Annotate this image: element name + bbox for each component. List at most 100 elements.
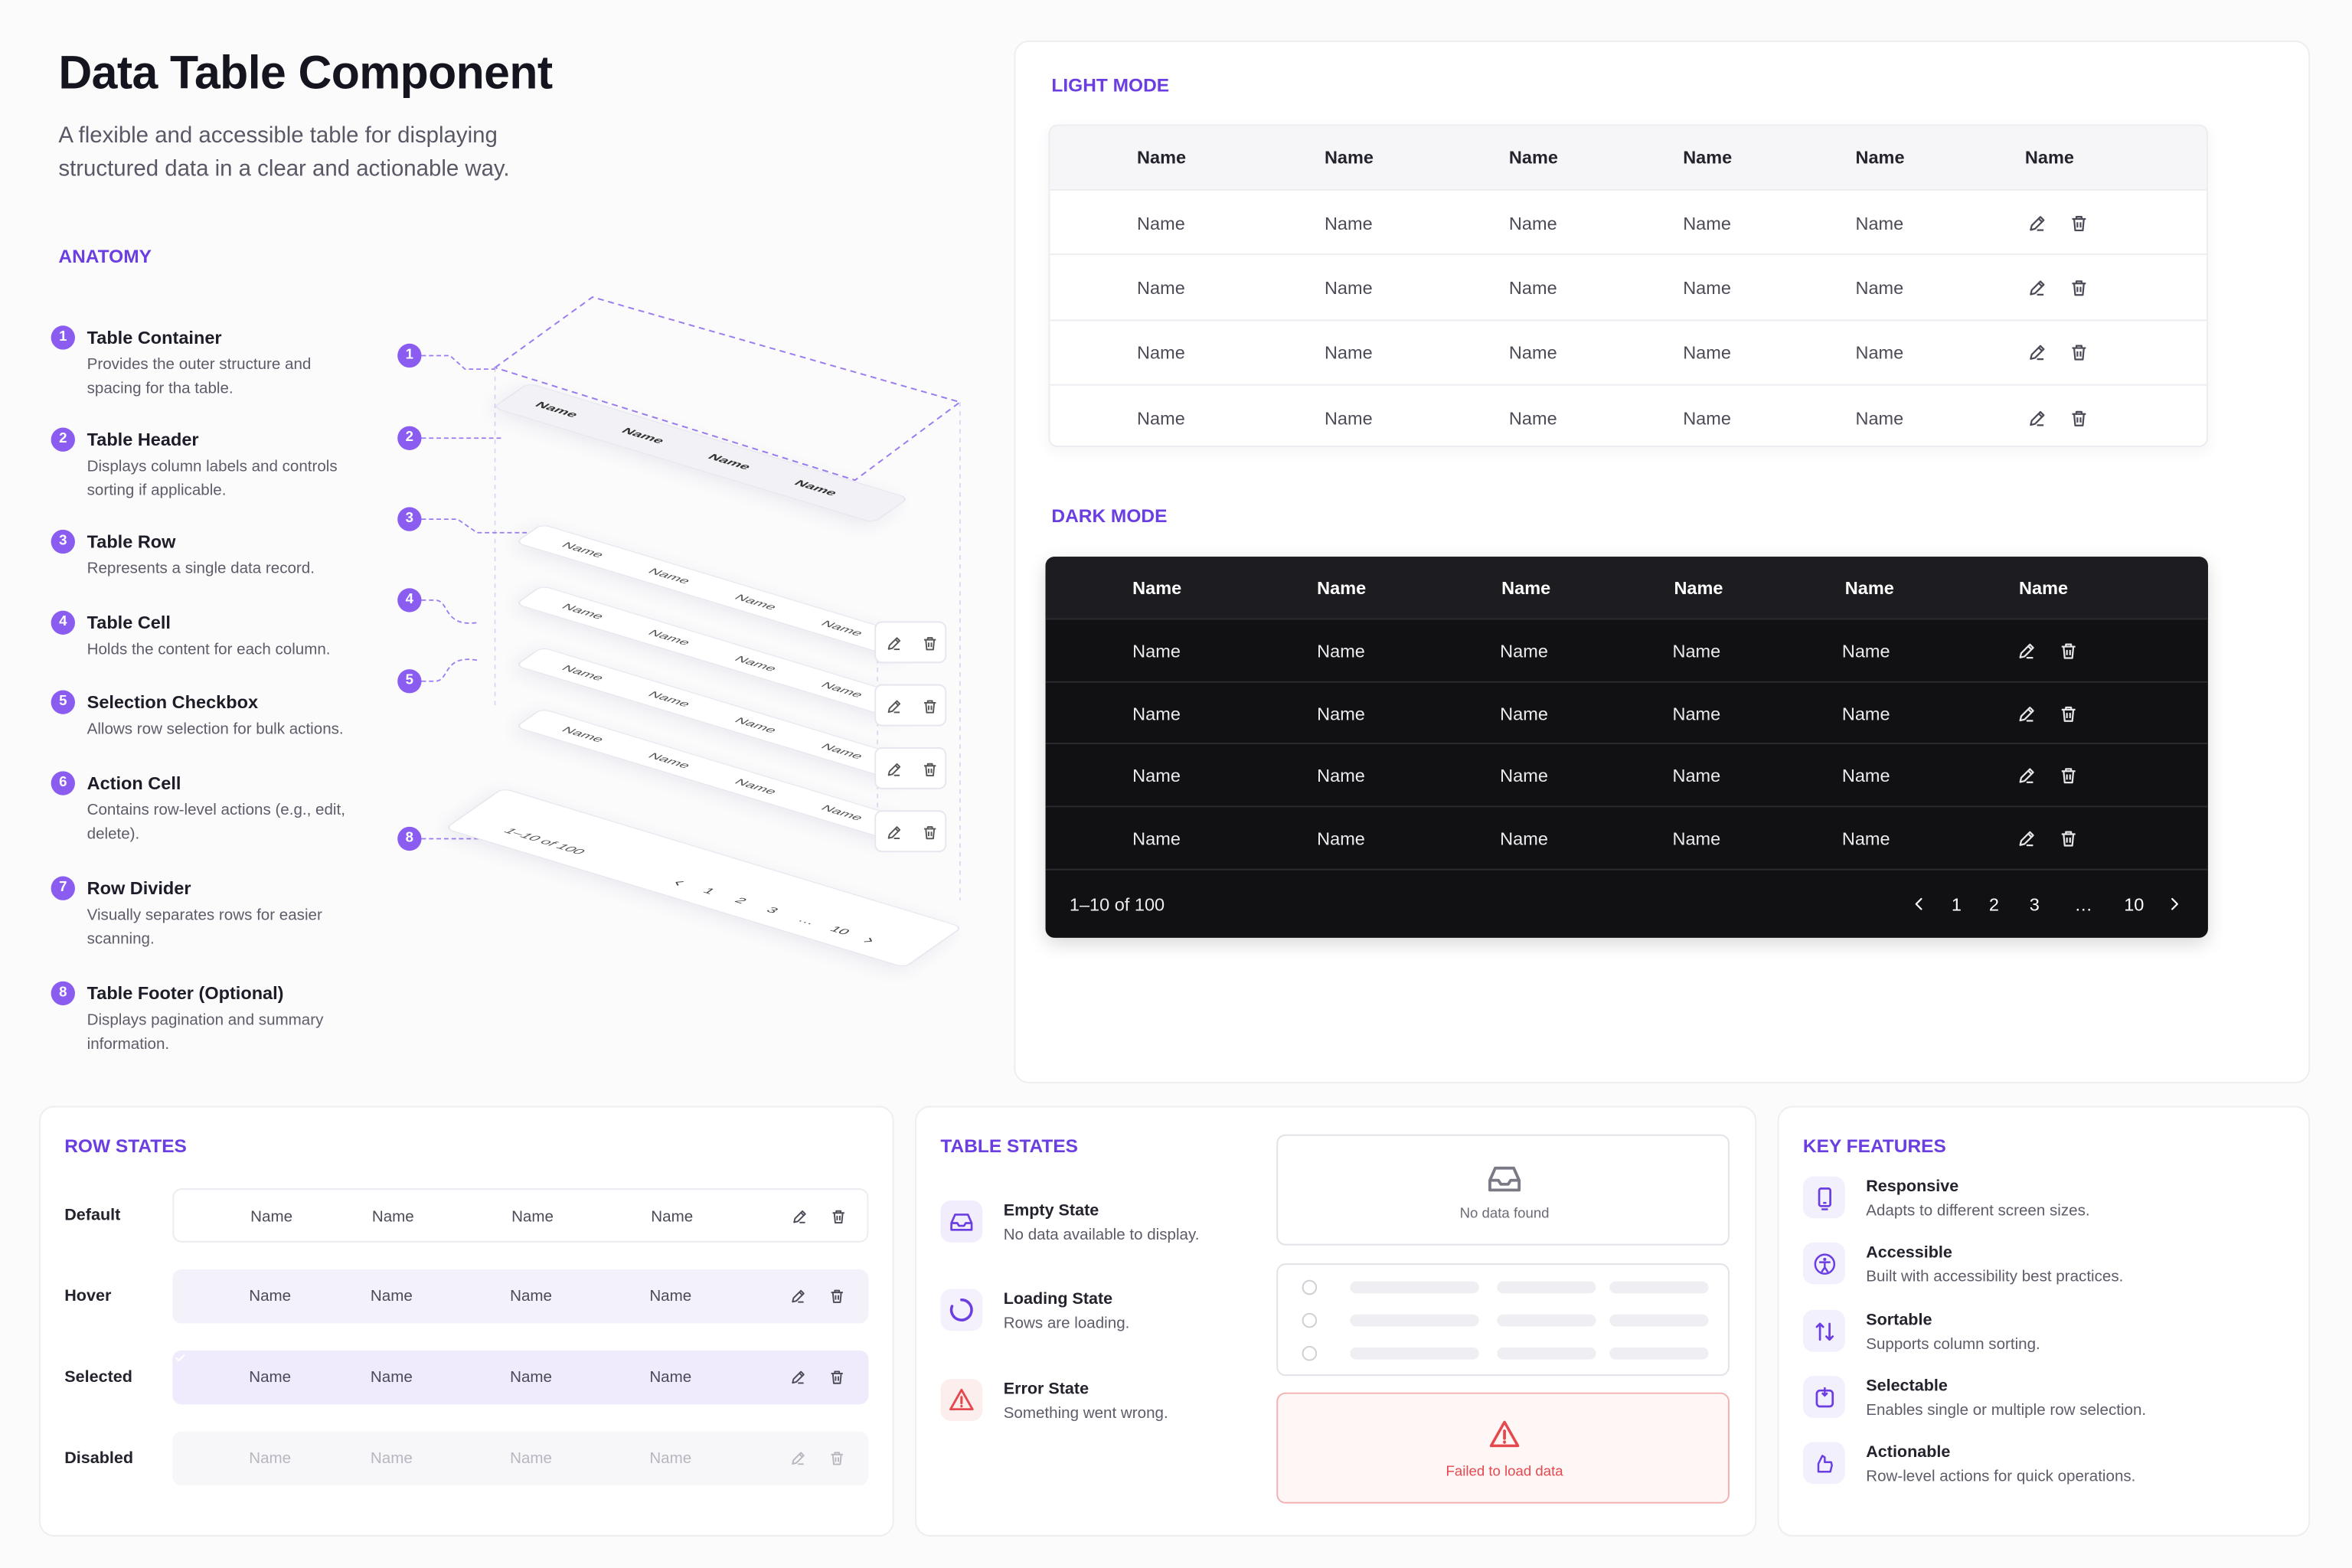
edit-icon[interactable]: [789, 1368, 808, 1387]
light-mode-table: Name Name Name Name Name Name Name Name Name Name…: [1048, 124, 2208, 448]
prev-page[interactable]: [1910, 897, 1927, 913]
state-icon-box: [940, 1289, 983, 1331]
next-page[interactable]: [2165, 897, 2182, 913]
next-page[interactable]: [858, 935, 880, 945]
diagram-cell: Name: [558, 603, 607, 622]
delete-icon[interactable]: [828, 1368, 846, 1387]
column-header[interactable]: Name: [1137, 147, 1187, 168]
edit-icon[interactable]: [2016, 828, 2037, 849]
column-header[interactable]: Name: [1324, 147, 1374, 168]
table-footer: 1–10 of 100 1 2 3 … 10: [1045, 868, 2208, 937]
diagram-cell: Name: [730, 655, 779, 674]
diagram-header-cell: Name: [531, 400, 581, 420]
icon-part: [2061, 705, 2076, 721]
error-message: Failed to load data: [1446, 1463, 1563, 1481]
diagram-action-cell: [874, 684, 947, 727]
edit-icon[interactable]: [885, 697, 903, 716]
diagram-page[interactable]: …: [794, 915, 819, 927]
prev-page[interactable]: [668, 877, 690, 887]
delete-icon[interactable]: [828, 1288, 846, 1306]
row-state-label: Default: [64, 1206, 121, 1225]
icon-part: [2030, 345, 2045, 361]
edit-icon[interactable]: [2027, 213, 2047, 234]
diagram-page[interactable]: 3: [763, 906, 781, 916]
edit-icon[interactable]: [885, 635, 903, 653]
anatomy-number: 4: [51, 610, 75, 635]
delete-icon[interactable]: [2058, 641, 2079, 662]
diagram-cell: Name: [817, 619, 866, 639]
edit-icon[interactable]: [789, 1288, 808, 1306]
table-row: Name Name Name Name Name: [1050, 188, 2207, 254]
column-header[interactable]: Name: [2024, 147, 2074, 168]
delete-icon[interactable]: [2058, 766, 2079, 786]
diagram-action-cell: [874, 810, 947, 853]
edit-icon[interactable]: [2016, 703, 2037, 724]
edit-icon[interactable]: [2016, 766, 2037, 786]
column-header[interactable]: Name: [1501, 577, 1551, 598]
edit-icon[interactable]: [885, 824, 903, 842]
feature-description: Supports column sorting.: [1866, 1335, 2040, 1354]
row-state-cell: Name: [649, 1368, 692, 1387]
column-header[interactable]: Name: [1683, 147, 1733, 168]
table-cell: Name: [1508, 407, 1557, 429]
icon-part: [2061, 831, 2076, 847]
diagram-page[interactable]: 1: [699, 887, 718, 897]
column-header[interactable]: Name: [1508, 147, 1558, 168]
table-cell: Name: [1500, 828, 1548, 850]
column-header[interactable]: Name: [1674, 577, 1723, 598]
delete-icon[interactable]: [2058, 828, 2079, 849]
anatomy-item-description: Visually separates rows for easier scann…: [87, 906, 322, 949]
edit-icon[interactable]: [2016, 641, 2037, 662]
icon-part: [1489, 1420, 1520, 1448]
column-header[interactable]: Name: [1132, 577, 1182, 598]
delete-icon[interactable]: [921, 824, 939, 842]
delete-icon[interactable]: [2069, 407, 2089, 428]
page-button[interactable]: 3: [2029, 893, 2040, 916]
page-button[interactable]: 1: [1951, 893, 1962, 916]
feature-icon: [1816, 1454, 1832, 1472]
table-cell: Name: [1317, 703, 1365, 724]
table-row: Name Name Name Name Name: [1050, 253, 2207, 319]
section-heading: ROW STATES: [64, 1135, 187, 1158]
delete-icon[interactable]: [921, 697, 939, 716]
column-header[interactable]: Name: [1844, 577, 1894, 598]
column-header[interactable]: Name: [2019, 577, 2069, 598]
loading-state-preview: [1276, 1263, 1730, 1377]
delete-icon[interactable]: [921, 635, 939, 653]
table-row: Name Name Name Name Name: [1045, 743, 2208, 806]
column-header[interactable]: Name: [1317, 577, 1367, 598]
column-header[interactable]: Name: [1855, 147, 1905, 168]
diagram-page[interactable]: 10: [826, 925, 853, 937]
delete-icon[interactable]: [2058, 703, 2079, 724]
icon-part: [2072, 410, 2086, 426]
state-icon: [949, 1388, 974, 1411]
edit-icon[interactable]: [2027, 342, 2047, 363]
page-button[interactable]: 2: [1988, 893, 1999, 916]
edit-icon[interactable]: [885, 761, 903, 779]
page-button[interactable]: …: [2074, 893, 2093, 916]
delete-icon[interactable]: [2069, 277, 2089, 298]
edit-icon[interactable]: [2027, 277, 2047, 298]
diagram-cell: Name: [644, 690, 693, 709]
state-description: No data available to display.: [1003, 1226, 1200, 1244]
edit-icon[interactable]: [2027, 407, 2047, 428]
diagram-page[interactable]: 2: [731, 896, 750, 906]
delete-icon[interactable]: [2069, 342, 2089, 363]
table-cell: Name: [1683, 212, 1731, 234]
icon-part: [1816, 1454, 1832, 1472]
state-icon-box: [940, 1200, 983, 1243]
skeleton-bar: [1497, 1347, 1596, 1360]
icon-part: [675, 880, 684, 885]
feature-icon-box: [1802, 1242, 1845, 1285]
anatomy-number: 5: [51, 690, 75, 714]
delete-icon[interactable]: [829, 1208, 848, 1227]
delete-icon[interactable]: [921, 761, 939, 779]
page-button[interactable]: 10: [2124, 893, 2145, 916]
diagram-action-cell: [874, 621, 947, 664]
edit-icon: [792, 1452, 805, 1465]
delete-icon[interactable]: [2069, 213, 2089, 234]
edit-icon[interactable]: [790, 1208, 808, 1227]
